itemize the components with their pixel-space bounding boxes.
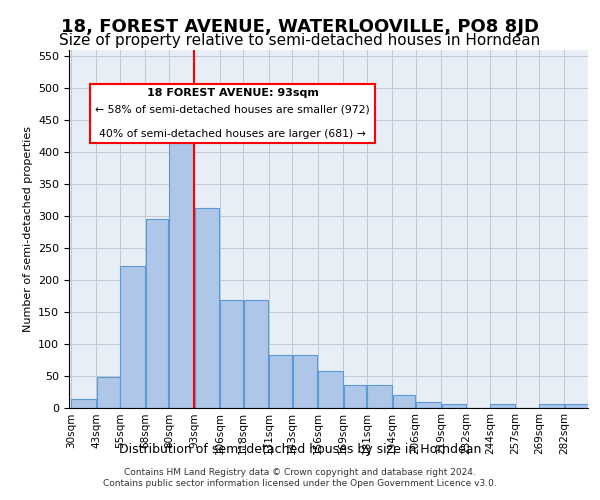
Text: ← 58% of semi-detached houses are smaller (972): ← 58% of semi-detached houses are smalle…: [95, 105, 370, 115]
Bar: [71, 399, 96, 407]
Y-axis label: Number of semi-detached properties: Number of semi-detached properties: [23, 126, 32, 332]
Bar: [318, 371, 343, 408]
FancyBboxPatch shape: [90, 84, 375, 143]
Bar: [392, 394, 415, 407]
Bar: [442, 404, 466, 407]
Bar: [490, 404, 515, 407]
Bar: [416, 402, 441, 407]
Bar: [565, 404, 590, 407]
Text: Distribution of semi-detached houses by size in Horndean: Distribution of semi-detached houses by …: [119, 442, 481, 456]
Bar: [367, 385, 392, 407]
Bar: [539, 404, 564, 407]
Bar: [146, 219, 169, 408]
Text: 18 FOREST AVENUE: 93sqm: 18 FOREST AVENUE: 93sqm: [146, 88, 319, 98]
Bar: [293, 354, 317, 408]
Bar: [244, 300, 268, 408]
Bar: [169, 133, 194, 407]
Bar: [269, 354, 292, 408]
Bar: [121, 266, 145, 408]
Bar: [97, 377, 119, 408]
Bar: [344, 385, 366, 407]
Text: Contains HM Land Registry data © Crown copyright and database right 2024.
Contai: Contains HM Land Registry data © Crown c…: [103, 468, 497, 487]
Text: 40% of semi-detached houses are larger (681) →: 40% of semi-detached houses are larger (…: [99, 129, 366, 139]
Text: Size of property relative to semi-detached houses in Horndean: Size of property relative to semi-detach…: [59, 32, 541, 48]
Bar: [195, 208, 220, 408]
Bar: [220, 300, 243, 408]
Text: 18, FOREST AVENUE, WATERLOOVILLE, PO8 8JD: 18, FOREST AVENUE, WATERLOOVILLE, PO8 8J…: [61, 18, 539, 36]
